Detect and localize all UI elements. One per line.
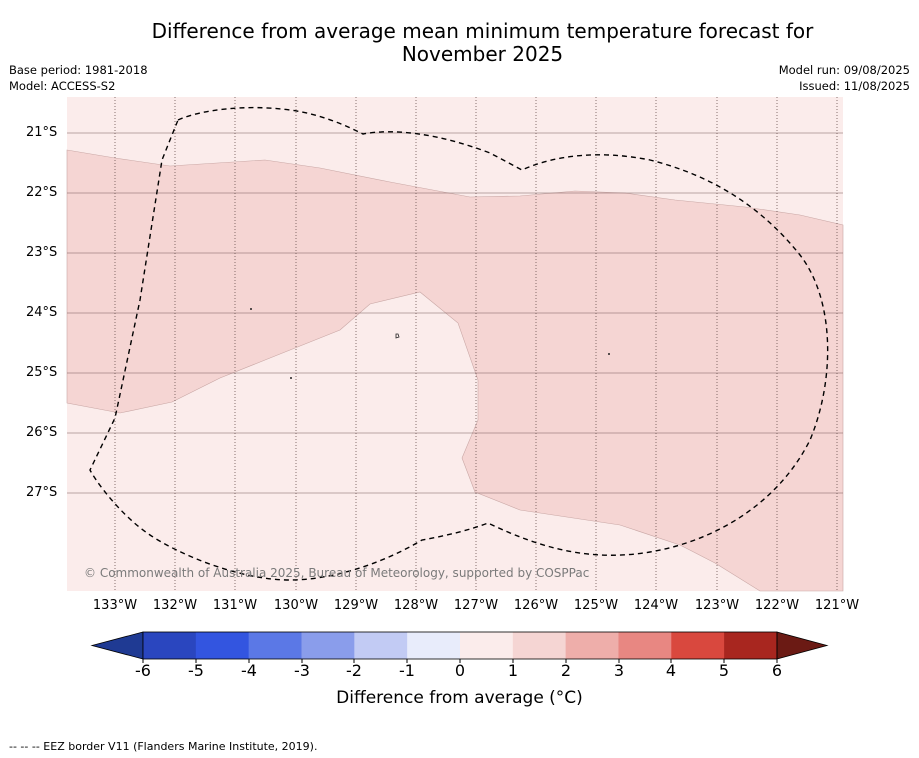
colorbar-label: 6	[771, 661, 783, 680]
map-title-line1: Difference from average mean minimum tem…	[151, 19, 814, 43]
colorbar-label: 2	[560, 661, 572, 680]
anomaly-band-1-2	[66, 149, 844, 592]
lon-label-127w: 127°W	[453, 598, 499, 613]
colorbar-label: -5	[188, 661, 204, 680]
eez-footnote: -- -- -- EEZ border V11 (Flanders Marine…	[9, 740, 318, 753]
map-title-line2: November 2025	[401, 42, 564, 66]
lon-label-125w: 125°W	[573, 598, 619, 613]
lat-label-24s: 24°S	[26, 305, 58, 320]
colorbar-segment	[671, 632, 725, 659]
islands	[250, 308, 610, 379]
lat-label-21s: 21°S	[26, 125, 58, 140]
lat-label-23s: 23°S	[26, 245, 58, 260]
eez-border	[89, 106, 829, 581]
colorbar-segment	[459, 632, 514, 659]
lon-label-128w: 128°W	[393, 598, 439, 613]
lon-label-122w: 122°W	[754, 598, 800, 613]
colorbar-segment	[618, 632, 672, 659]
issued-date: Issued: 11/08/2025	[799, 79, 910, 93]
graticule	[67, 132, 843, 494]
colorbar-segment	[248, 632, 302, 659]
colorbar-segment	[301, 632, 355, 659]
colorbar-label: 3	[613, 661, 625, 680]
colorbar-segment	[195, 632, 250, 659]
lat-label-26s: 26°S	[26, 425, 58, 440]
lon-label-130w: 130°W	[273, 598, 319, 613]
colorbar-segment	[724, 632, 778, 659]
meridians	[114, 97, 838, 591]
lat-label-22s: 22°S	[26, 185, 58, 200]
metadata-left: Base period: 1981-2018 Model: ACCESS-S2	[9, 62, 148, 94]
island-outline	[395, 333, 400, 339]
colorbar-segment	[512, 632, 567, 659]
lon-label-126w: 126°W	[513, 598, 559, 613]
colorbar-label: -1	[399, 661, 415, 680]
lon-label-124w: 124°W	[633, 598, 679, 613]
colorbar-label: -3	[294, 661, 310, 680]
colorbar-label: 0	[454, 661, 466, 680]
lat-label-25s: 25°S	[26, 365, 58, 380]
colorbar-segment	[354, 632, 408, 659]
copyright-notice: © Commonwealth of Australia 2025, Bureau…	[84, 566, 590, 580]
lon-label-132w: 132°W	[152, 598, 198, 613]
colorbar-label: 5	[718, 661, 730, 680]
lon-label-123w: 123°W	[694, 598, 740, 613]
lat-label-27s: 27°S	[26, 485, 58, 500]
base-period: Base period: 1981-2018	[9, 63, 148, 77]
lon-label-129w: 129°W	[333, 598, 379, 613]
model-run: Model run: 09/08/2025	[778, 63, 910, 77]
lon-label-133w: 133°W	[92, 598, 138, 613]
model-name: Model: ACCESS-S2	[9, 79, 116, 93]
colorbar-segment	[407, 632, 461, 659]
colorbar-ticks	[142, 659, 778, 663]
colorbar-label: -2	[346, 661, 362, 680]
colorbar-label: -6	[135, 661, 151, 680]
colorbar-title: Difference from average (°C)	[336, 688, 583, 708]
colorbar	[90, 631, 829, 660]
colorbar-label: -4	[241, 661, 257, 680]
metadata-right: Model run: 09/08/2025 Issued: 11/08/2025	[779, 62, 910, 94]
colorbar-extend-low	[90, 631, 144, 660]
colorbar-label: 4	[665, 661, 677, 680]
colorbar-segment	[143, 632, 197, 659]
colorbar-label: 1	[507, 661, 519, 680]
colorbar-segment	[565, 632, 619, 659]
lon-label-131w: 131°W	[212, 598, 258, 613]
lon-label-121w: 121°W	[814, 598, 860, 613]
colorbar-extend-high	[776, 631, 829, 660]
